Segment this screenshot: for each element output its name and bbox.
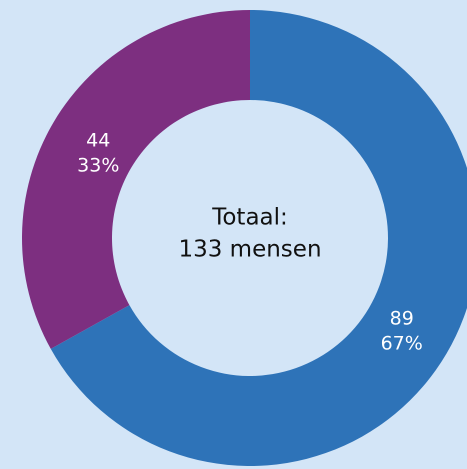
slice	[50, 10, 467, 466]
percent-label: 33%	[77, 154, 119, 176]
percent-label: 67%	[381, 333, 423, 355]
value-label: 44	[86, 129, 110, 151]
slice	[21, 10, 250, 349]
value-label: 89	[390, 308, 414, 330]
center-label: 133 mensen	[178, 237, 321, 263]
center-label: Totaal:	[211, 205, 288, 231]
